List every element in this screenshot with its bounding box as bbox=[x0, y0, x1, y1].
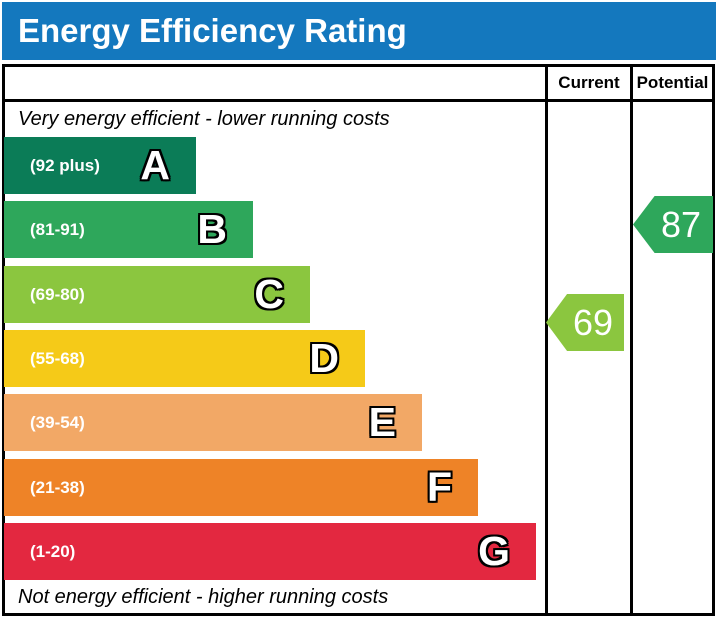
bottom-note: Not energy efficient - higher running co… bbox=[18, 586, 389, 608]
column-header-potential: Potential bbox=[636, 73, 709, 92]
band-letter: B bbox=[197, 206, 227, 252]
band-letter: C bbox=[254, 271, 284, 317]
band-range-label: (81-91) bbox=[30, 219, 85, 239]
epc-band-row-A: (92 plus) A bbox=[4, 137, 196, 194]
header-row-divider bbox=[2, 99, 715, 102]
column-divider-current bbox=[545, 64, 548, 616]
band-letter: E bbox=[368, 399, 396, 445]
band-range-label: (39-54) bbox=[30, 412, 85, 432]
band-range-label: (92 plus) bbox=[30, 155, 100, 175]
band-range-label: (21-38) bbox=[30, 477, 85, 497]
chart-header: Energy Efficiency Rating bbox=[2, 2, 716, 60]
band-range-label: (1-20) bbox=[30, 541, 76, 561]
band-range-label: (69-80) bbox=[30, 284, 85, 304]
column-header-current: Current bbox=[558, 73, 620, 92]
epc-band-row-F: (21-38) F bbox=[4, 459, 478, 516]
band-letter: D bbox=[309, 335, 339, 381]
top-note: Very energy efficient - lower running co… bbox=[18, 108, 390, 130]
epc-band-row-B: (81-91) B bbox=[4, 201, 253, 258]
page-title: Energy Efficiency Rating bbox=[18, 12, 407, 49]
column-divider-potential bbox=[630, 64, 633, 616]
band-range-label: (55-68) bbox=[30, 348, 85, 368]
band-letter: G bbox=[478, 528, 510, 574]
epc-band-row-G: (1-20) G bbox=[4, 523, 536, 580]
band-letter: F bbox=[426, 464, 452, 510]
band-letter: A bbox=[140, 142, 170, 188]
epc-band-row-D: (55-68) D bbox=[4, 330, 365, 387]
epc-band-row-C: (69-80) C bbox=[4, 266, 310, 323]
potential-rating-value: 87 bbox=[660, 203, 702, 245]
epc-band-row-E: (39-54) E bbox=[4, 394, 422, 451]
current-rating-value: 69 bbox=[572, 301, 614, 343]
